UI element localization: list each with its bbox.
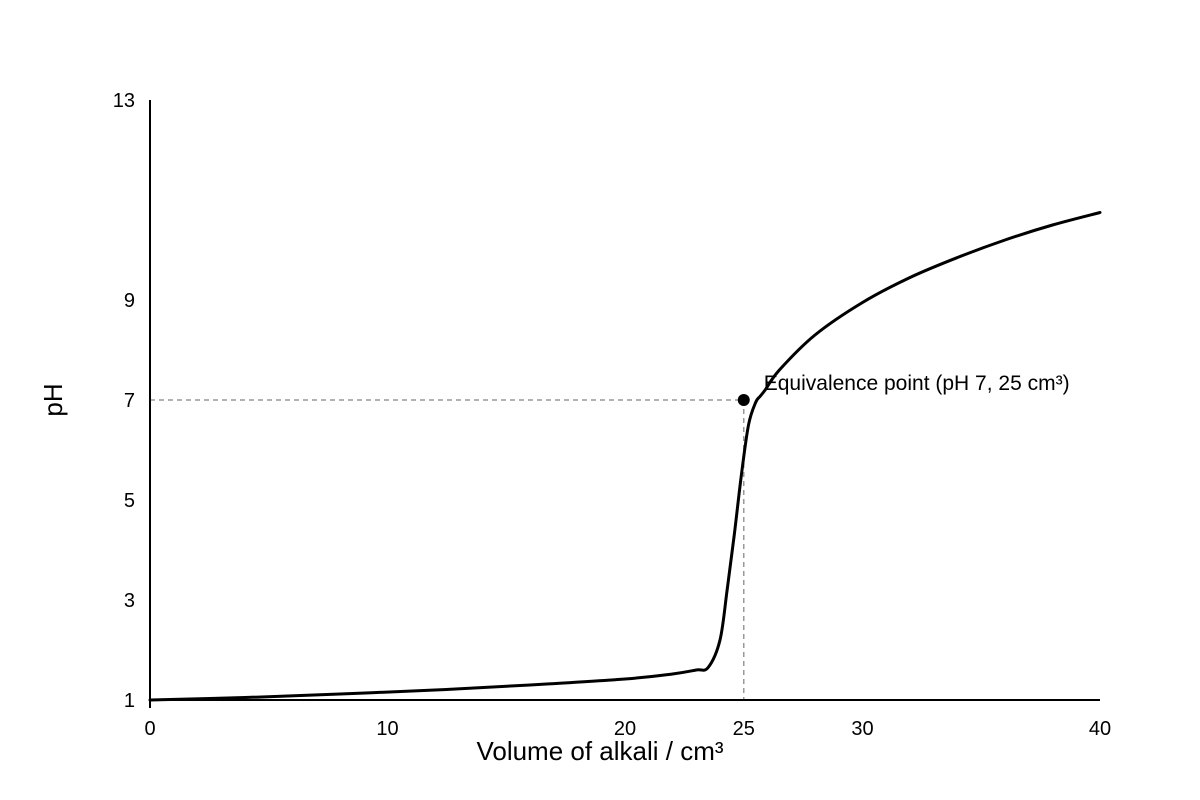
titration-curve-line (148, 211, 1102, 702)
series-group (148, 211, 1102, 702)
equivalence-point-label: Equivalence point (pH 7, 25 cm³) (764, 372, 1070, 395)
y-tick-label: 9 (124, 290, 135, 312)
y-tick-label: 7 (124, 390, 135, 412)
y-axis-label: pH (38, 383, 68, 416)
y-tick-label: 5 (124, 490, 135, 512)
x-axis-label: Volume of alkali / cm³ (476, 736, 723, 766)
y-tick-label: 13 (113, 90, 135, 112)
y-tick-label: 3 (124, 590, 135, 612)
x-tick-labels: 0 10 20 25 30 40 (144, 718, 1111, 740)
x-tick-label: 30 (851, 718, 873, 740)
y-tick-label: 1 (124, 690, 135, 712)
x-tick-label: 20 (614, 718, 636, 740)
x-tick-label: 10 (376, 718, 398, 740)
guide-lines (150, 399, 745, 700)
x-tick-label: 25 (733, 718, 755, 740)
equivalence-point-marker (737, 394, 750, 406)
annotation-group: Equivalence point (pH 7, 25 cm³) (737, 372, 1070, 406)
x-tick-label: 40 (1089, 718, 1111, 740)
axes (149, 100, 1100, 708)
x-tick-label: 0 (144, 718, 155, 740)
